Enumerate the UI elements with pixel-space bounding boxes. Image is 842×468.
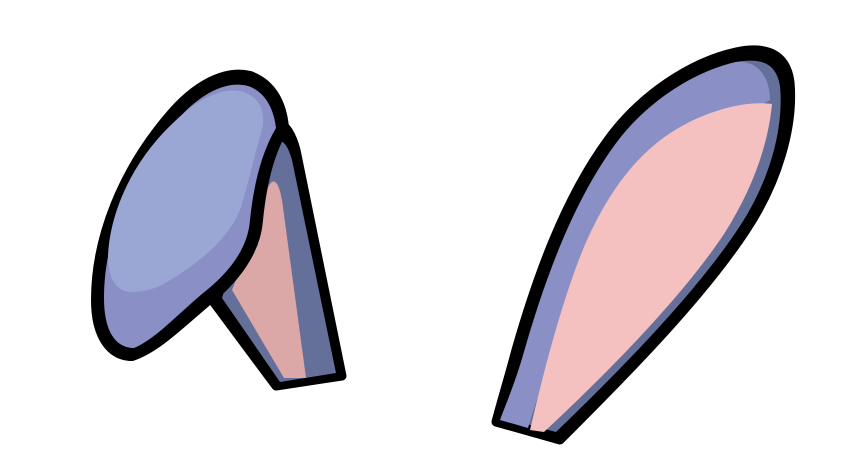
right-ear-mid-rim [500, 61, 770, 428]
left-ear-flap-light [108, 90, 264, 292]
left-ear [91, 69, 347, 391]
right-ear-inner [530, 103, 772, 432]
left-ear-stem-inner [232, 181, 306, 378]
right-ear [491, 45, 796, 445]
